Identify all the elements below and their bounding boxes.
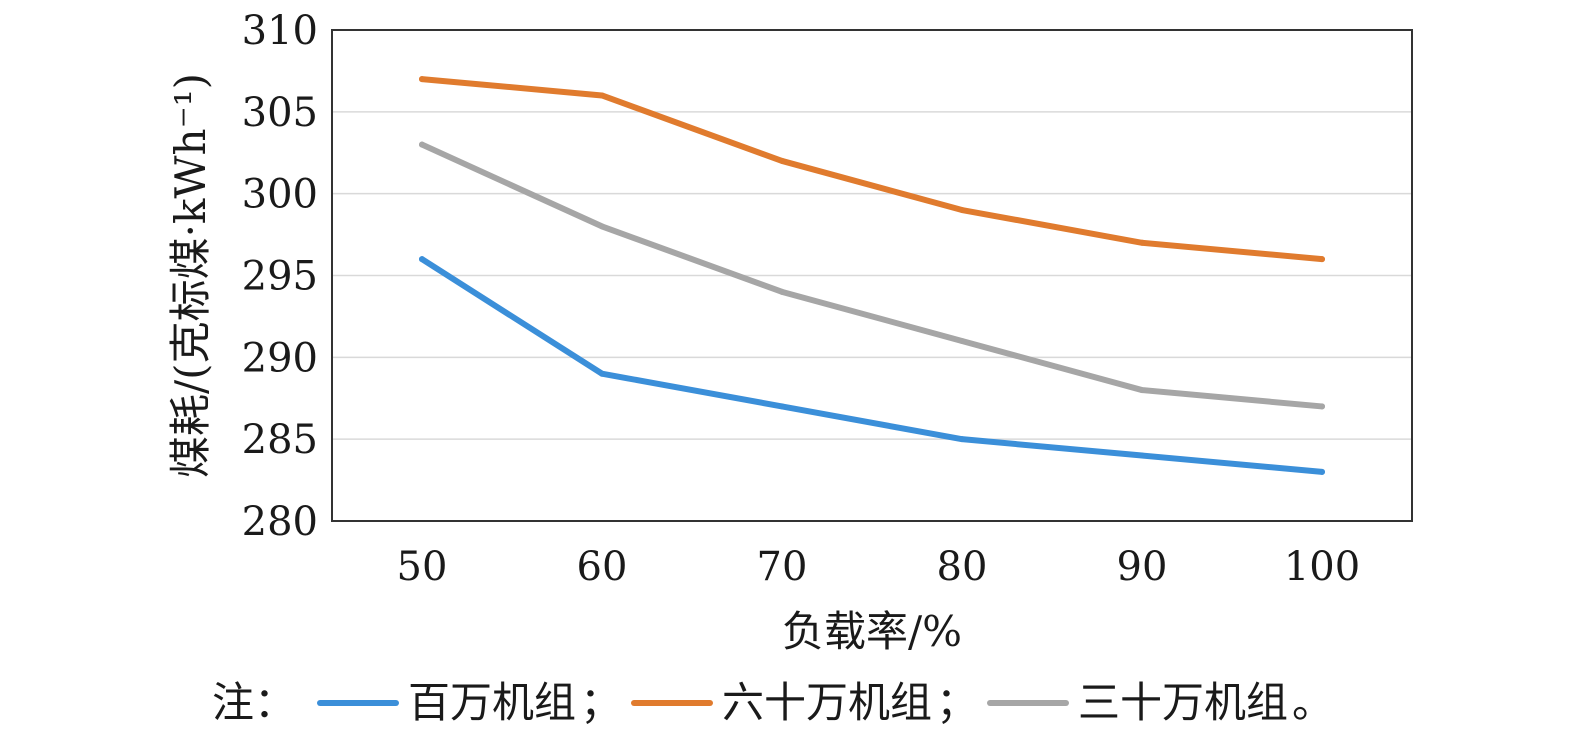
data-point [419, 76, 425, 83]
data-point [959, 337, 965, 344]
y-tick-label: 290 [242, 335, 318, 381]
y-axis-ticks: 280 285 290 295 300 305 310 [242, 8, 318, 545]
x-axis-title: 负载率/% [782, 607, 962, 656]
data-point [1139, 452, 1145, 459]
legend-label: 百万机组 [408, 678, 576, 727]
data-point [779, 157, 785, 164]
data-point [599, 223, 605, 230]
data-point [959, 207, 965, 214]
series-line [419, 76, 1325, 263]
y-tick-label: 285 [242, 417, 318, 463]
x-tick-label: 50 [397, 544, 448, 590]
y-tick-label: 295 [242, 254, 318, 300]
y-tick-label: 305 [242, 90, 318, 136]
y-tick-label: 310 [242, 8, 318, 54]
y-axis-title: 煤耗/(克标煤·kWh⁻¹) [166, 73, 215, 478]
data-point [779, 288, 785, 295]
legend: 注： 百万机组；六十万机组；三十万机组。 [212, 678, 1334, 727]
legend-label: 三十万机组 [1078, 678, 1288, 727]
x-tick-label: 100 [1284, 544, 1360, 590]
y-tick-label: 300 [242, 172, 318, 218]
y-tick-label: 280 [242, 499, 318, 545]
legend-separator: 。 [1292, 678, 1334, 727]
data-point [419, 141, 425, 148]
series-line [419, 256, 1325, 475]
x-axis-ticks: 50 60 70 80 90 100 [397, 544, 1361, 590]
legend-label: 六十万机组 [722, 678, 932, 727]
data-point [959, 436, 965, 443]
data-point [1139, 387, 1145, 394]
legend-prefix: 注： [212, 678, 296, 727]
data-point [1319, 403, 1325, 410]
data-point [599, 370, 605, 377]
series-line [419, 141, 1325, 410]
data-point [599, 92, 605, 99]
data-point [419, 256, 425, 263]
legend-separator: ； [936, 678, 978, 727]
grid-lines [332, 111, 1412, 440]
x-tick-label: 60 [577, 544, 628, 590]
data-point [1139, 239, 1145, 246]
x-tick-label: 90 [1117, 544, 1168, 590]
data-point [779, 403, 785, 410]
x-tick-label: 80 [937, 544, 988, 590]
x-tick-label: 70 [757, 544, 808, 590]
plot-area-frame [331, 29, 1413, 522]
data-point [1319, 468, 1325, 475]
legend-separator: ； [580, 678, 622, 727]
data-point [1319, 256, 1325, 263]
series-layer [419, 76, 1325, 475]
